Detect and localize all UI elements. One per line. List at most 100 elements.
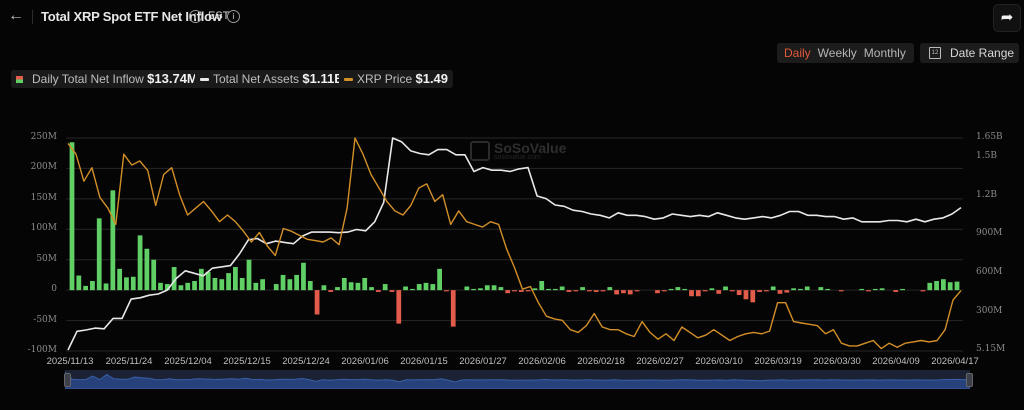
inflow-bar[interactable] — [471, 288, 477, 291]
inflow-bar[interactable] — [348, 282, 354, 291]
inflow-bar[interactable] — [341, 277, 347, 291]
inflow-bar[interactable] — [893, 290, 899, 292]
inflow-bar[interactable] — [661, 290, 667, 292]
inflow-bar[interactable] — [512, 290, 517, 292]
inflow-bar[interactable] — [859, 288, 865, 291]
inflow-bar[interactable] — [362, 277, 368, 291]
inflow-bar[interactable] — [941, 279, 946, 291]
inflow-bar[interactable] — [934, 281, 939, 291]
inflow-bar[interactable] — [151, 259, 157, 291]
inflow-bar[interactable] — [825, 288, 831, 291]
inflow-bar[interactable] — [287, 279, 293, 291]
inflow-bar[interactable] — [559, 286, 565, 291]
inflow-bar[interactable] — [954, 281, 960, 291]
inflow-bar[interactable] — [764, 290, 769, 292]
inflow-bar[interactable] — [736, 290, 742, 296]
inflow-bar[interactable] — [689, 290, 694, 297]
inflow-bar[interactable] — [430, 284, 436, 291]
inflow-bar[interactable] — [110, 190, 116, 291]
inflow-bar[interactable] — [478, 288, 483, 291]
inflow-bar[interactable] — [655, 290, 660, 294]
inflow-bar[interactable] — [212, 277, 218, 291]
inflow-bar[interactable] — [307, 281, 313, 291]
inflow-bar[interactable] — [273, 284, 279, 291]
legend-daily-net-inflow[interactable]: Daily Total Net Inflow $13.74M — [11, 70, 203, 88]
inflow-bar[interactable] — [546, 288, 551, 291]
inflow-bar[interactable] — [410, 288, 415, 291]
inflow-bar[interactable] — [355, 282, 361, 291]
inflow-bar[interactable] — [328, 290, 334, 292]
inflow-bar[interactable] — [219, 279, 225, 291]
inflow-bar[interactable] — [90, 281, 95, 291]
inflow-bar[interactable] — [301, 262, 306, 291]
timezone-info-icon[interactable]: i — [227, 10, 240, 23]
inflow-bar[interactable] — [634, 290, 640, 292]
navigator-left-handle[interactable] — [64, 373, 71, 387]
inflow-bar[interactable] — [69, 142, 75, 291]
inflow-bar[interactable] — [124, 277, 129, 291]
inflow-bar[interactable] — [205, 271, 211, 291]
inflow-bar[interactable] — [505, 290, 511, 294]
inflow-bar[interactable] — [423, 282, 429, 291]
inflow-bar[interactable] — [335, 287, 340, 291]
inflow-bar[interactable] — [580, 287, 585, 291]
inflow-bar[interactable] — [396, 290, 402, 324]
legend-xrp-price[interactable]: XRP Price $1.49 — [339, 70, 454, 88]
inflow-bar[interactable] — [382, 284, 388, 291]
inflow-bar[interactable] — [600, 290, 606, 292]
inflow-bar[interactable] — [198, 268, 204, 291]
inflow-bar[interactable] — [777, 290, 783, 294]
inflow-bar[interactable] — [171, 267, 177, 291]
inflow-bar[interactable] — [369, 287, 374, 291]
inflow-bar[interactable] — [158, 282, 163, 291]
inflow-bar[interactable] — [750, 290, 756, 303]
period-monthly[interactable]: Monthly — [863, 46, 906, 60]
inflow-bar[interactable] — [444, 290, 449, 292]
inflow-bar[interactable] — [450, 290, 456, 327]
inflow-bar[interactable] — [294, 274, 300, 291]
inflow-bar[interactable] — [587, 290, 592, 292]
inflow-bar[interactable] — [566, 290, 572, 292]
inflow-bar[interactable] — [872, 288, 878, 291]
inflow-bar[interactable] — [226, 273, 231, 291]
inflow-bar[interactable] — [716, 290, 722, 294]
inflow-bar[interactable] — [818, 287, 824, 291]
inflow-bar[interactable] — [239, 277, 245, 291]
inflow-bar[interactable] — [321, 285, 327, 291]
inflow-bar[interactable] — [947, 282, 953, 291]
inflow-bar[interactable] — [389, 290, 395, 292]
inflow-bar[interactable] — [76, 275, 82, 291]
inflow-bar[interactable] — [621, 290, 626, 294]
inflow-bar[interactable] — [416, 284, 422, 291]
inflow-bar[interactable] — [668, 288, 674, 291]
inflow-bar[interactable] — [464, 286, 470, 291]
date-range-button[interactable]: 12 Date Range — [920, 43, 1019, 63]
inflow-bar[interactable] — [573, 290, 579, 292]
inflow-bar[interactable] — [253, 282, 259, 291]
time-range-navigator[interactable] — [65, 370, 970, 389]
inflow-bar[interactable] — [525, 290, 531, 292]
inflow-bar[interactable] — [593, 290, 599, 292]
share-button[interactable]: ➦ — [993, 4, 1021, 32]
inflow-bar[interactable] — [144, 248, 150, 291]
inflow-bar[interactable] — [927, 282, 933, 291]
inflow-bar[interactable] — [682, 288, 688, 291]
inflow-bar[interactable] — [920, 290, 926, 292]
inflow-bar[interactable] — [518, 290, 524, 292]
inflow-bar[interactable] — [260, 279, 265, 291]
inflow-bar[interactable] — [804, 286, 810, 291]
info-icon[interactable]: i — [189, 10, 202, 23]
inflow-bar[interactable] — [791, 288, 796, 291]
inflow-bar[interactable] — [484, 285, 490, 291]
inflow-bar[interactable] — [838, 290, 844, 292]
inflow-bar[interactable] — [96, 218, 102, 291]
inflow-bar[interactable] — [709, 288, 715, 291]
inflow-bar[interactable] — [770, 286, 776, 291]
inflow-bar[interactable] — [178, 285, 184, 291]
inflow-bar[interactable] — [437, 268, 442, 291]
inflow-bar[interactable] — [539, 281, 545, 291]
inflow-bar[interactable] — [103, 283, 109, 291]
inflow-bar[interactable] — [498, 287, 504, 291]
inflow-bar[interactable] — [532, 288, 538, 291]
period-daily[interactable]: Daily — [784, 46, 811, 60]
